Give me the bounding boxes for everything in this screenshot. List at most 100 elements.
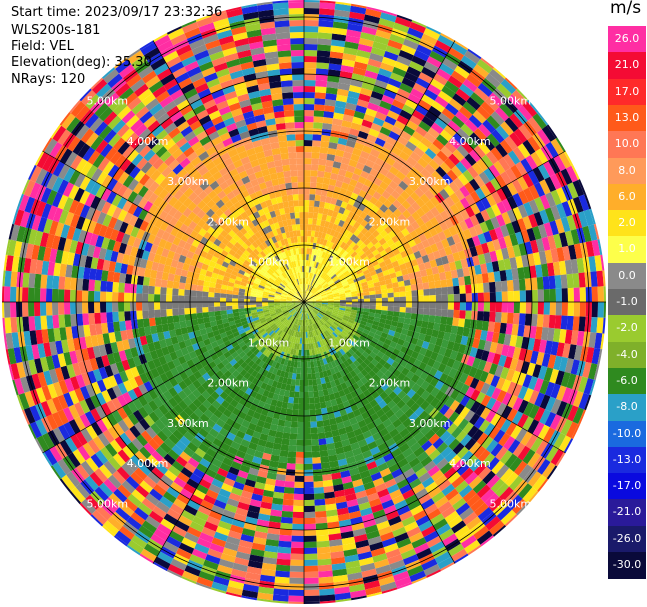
velocity-cell [308, 343, 312, 350]
velocity-cell [292, 311, 297, 317]
velocity-cell [362, 256, 370, 263]
velocity-cell [480, 263, 488, 274]
velocity-cell [350, 290, 358, 295]
velocity-cell [304, 56, 317, 63]
velocity-cell [311, 248, 316, 256]
velocity-cell [319, 444, 328, 452]
velocity-cell [394, 499, 408, 511]
velocity-cell [362, 164, 373, 174]
velocity-cell [167, 449, 180, 461]
velocity-cell [427, 274, 435, 283]
velocity-cell [306, 272, 309, 279]
velocity-cell [331, 429, 340, 437]
velocity-cell [436, 134, 449, 146]
velocity-cell [382, 269, 390, 277]
velocity-cell [413, 431, 425, 442]
velocity-cell [402, 489, 415, 500]
velocity-cell [377, 442, 388, 452]
velocity-cell [535, 326, 543, 340]
velocity-cell [393, 120, 406, 131]
velocity-cell [157, 551, 174, 564]
velocity-cell [72, 362, 82, 377]
velocity-cell [243, 371, 252, 380]
velocity-cell [322, 473, 333, 482]
velocity-cell [279, 450, 289, 458]
velocity-cell [41, 385, 52, 401]
velocity-cell [218, 558, 235, 569]
velocity-cell [371, 260, 379, 267]
velocity-cell [304, 218, 309, 225]
velocity-cell [443, 407, 455, 420]
velocity-cell [265, 326, 272, 333]
velocity-cell [364, 347, 372, 355]
velocity-cell [535, 264, 543, 278]
velocity-cell [475, 212, 485, 224]
velocity-cell [447, 286, 454, 295]
velocity-cell [304, 50, 318, 57]
velocity-cell [337, 286, 344, 291]
velocity-cell [523, 388, 534, 403]
velocity-cell [308, 312, 312, 319]
velocity-cell [342, 400, 351, 409]
velocity-cell [360, 368, 369, 377]
velocity-cell [317, 384, 323, 391]
velocity-cell [323, 425, 332, 433]
velocity-cell [324, 165, 333, 173]
velocity-cell [211, 478, 224, 489]
velocity-cell [261, 495, 274, 504]
velocity-cell [304, 146, 313, 153]
velocity-cell [136, 275, 144, 286]
velocity-cell [266, 533, 280, 541]
velocity-cell [243, 337, 251, 345]
velocity-cell [532, 364, 542, 379]
velocity-cell [233, 435, 243, 445]
velocity-cell [486, 456, 500, 471]
velocity-cell [10, 363, 21, 380]
velocity-cell [229, 426, 239, 436]
velocity-cell [458, 343, 467, 354]
velocity-cell [367, 154, 378, 164]
velocity-cell [127, 357, 136, 369]
velocity-cell [560, 168, 573, 185]
velocity-cell [270, 399, 278, 407]
velocity-cell [304, 272, 306, 279]
velocity-cell [460, 534, 477, 549]
velocity-cell [354, 453, 365, 462]
velocity-cell [561, 200, 573, 217]
velocity-cell [107, 322, 115, 333]
velocity-cell [423, 530, 439, 543]
velocity-cell [297, 415, 304, 422]
velocity-cell [251, 355, 259, 363]
velocity-cell [527, 452, 541, 468]
velocity-cell [309, 409, 316, 416]
velocity-cell [39, 356, 49, 372]
velocity-cell [252, 411, 261, 420]
velocity-cell [377, 152, 388, 162]
velocity-cell [284, 390, 290, 397]
velocity-cell [338, 289, 345, 293]
velocity-cell [66, 364, 76, 379]
velocity-cell [44, 449, 58, 466]
velocity-cell [139, 335, 148, 346]
velocity-cell [363, 291, 370, 296]
velocity-cell [342, 353, 350, 361]
velocity-cell [282, 395, 289, 403]
velocity-cell [252, 487, 265, 496]
velocity-cell [279, 528, 293, 536]
velocity-cell [153, 528, 169, 542]
velocity-cell [196, 285, 204, 292]
velocity-cell [375, 362, 384, 371]
velocity-cell [399, 510, 413, 522]
velocity-cell [191, 342, 200, 351]
velocity-cell [364, 365, 372, 374]
velocity-cell [466, 516, 482, 531]
velocity-cell [329, 57, 343, 65]
velocity-cell [88, 290, 95, 302]
velocity-cell [307, 319, 311, 326]
velocity-cell [396, 582, 413, 590]
velocity-cell [317, 286, 324, 292]
velocity-cell [191, 452, 203, 464]
velocity-cell [220, 399, 230, 409]
velocity-cell [277, 343, 283, 351]
velocity-cell [325, 311, 332, 316]
